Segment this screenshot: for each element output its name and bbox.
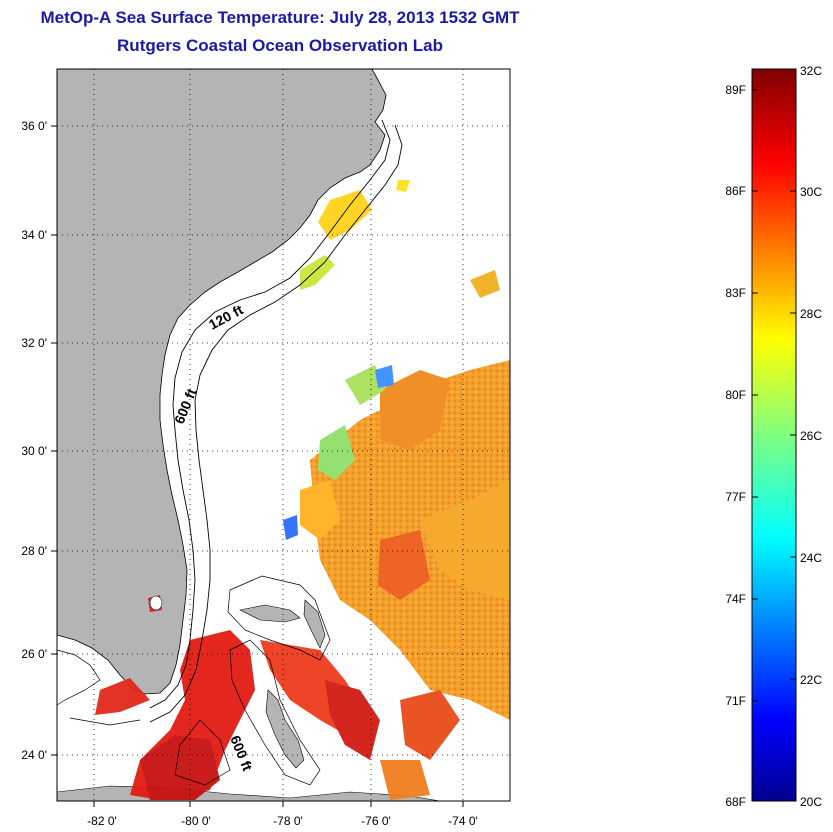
contour-bahamas [174, 575, 331, 786]
colorbar-f-label: 80F [725, 388, 746, 402]
land-andros-island [265, 689, 305, 769]
lat-label: 24 0' [21, 748, 47, 762]
map-title: MetOp-A Sea Surface Temperature: July 28… [40, 8, 520, 27]
contour-keys [57, 649, 141, 726]
lon-label: -76 0' [361, 814, 391, 828]
colorbar-c-label: 20C [800, 795, 822, 809]
axis-ticks [51, 125, 464, 807]
land-abaco [303, 599, 326, 649]
colorbar-f-label: 86F [725, 184, 746, 198]
lat-label: 30 0' [21, 444, 47, 458]
colorbar-c-label: 32C [800, 64, 822, 78]
colorbar-f-label: 89F [725, 83, 746, 97]
colorbar-f-label: 77F [725, 490, 746, 504]
lon-label: -80 0' [181, 814, 211, 828]
lake-okeechobee [149, 595, 163, 611]
map-subtitle: Rutgers Coastal Ocean Observation Lab [117, 36, 443, 55]
lat-label: 36 0' [21, 119, 47, 133]
colorbar [751, 68, 797, 802]
land-us-east-coast [57, 69, 387, 695]
graticule [57, 69, 510, 801]
colorbar-c-label: 30C [800, 185, 822, 199]
contour-600ft [149, 124, 403, 723]
colorbar-f-label: 71F [725, 694, 746, 708]
lon-label: -78 0' [273, 814, 303, 828]
contour-120ft [149, 119, 391, 709]
colorbar-c-label: 22C [800, 673, 822, 687]
lat-label: 32 0' [21, 336, 47, 350]
colorbar-c-label: 24C [800, 551, 822, 565]
lat-label: 28 0' [21, 544, 47, 558]
sst-data [95, 180, 510, 800]
lon-label: -82 0' [87, 814, 117, 828]
colorbar-f-label: 68F [725, 795, 746, 809]
colorbar-ticks [752, 89, 796, 702]
colorbar-f-label: 83F [725, 286, 746, 300]
land-grand-bahama [239, 604, 301, 623]
lat-label: 34 0' [21, 228, 47, 242]
lon-label: -74 0' [448, 814, 478, 828]
lat-label: 26 0' [21, 647, 47, 661]
colorbar-c-label: 26C [800, 429, 822, 443]
colorbar-f-label: 74F [725, 592, 746, 606]
colorbar-c-label: 28C [800, 307, 822, 321]
